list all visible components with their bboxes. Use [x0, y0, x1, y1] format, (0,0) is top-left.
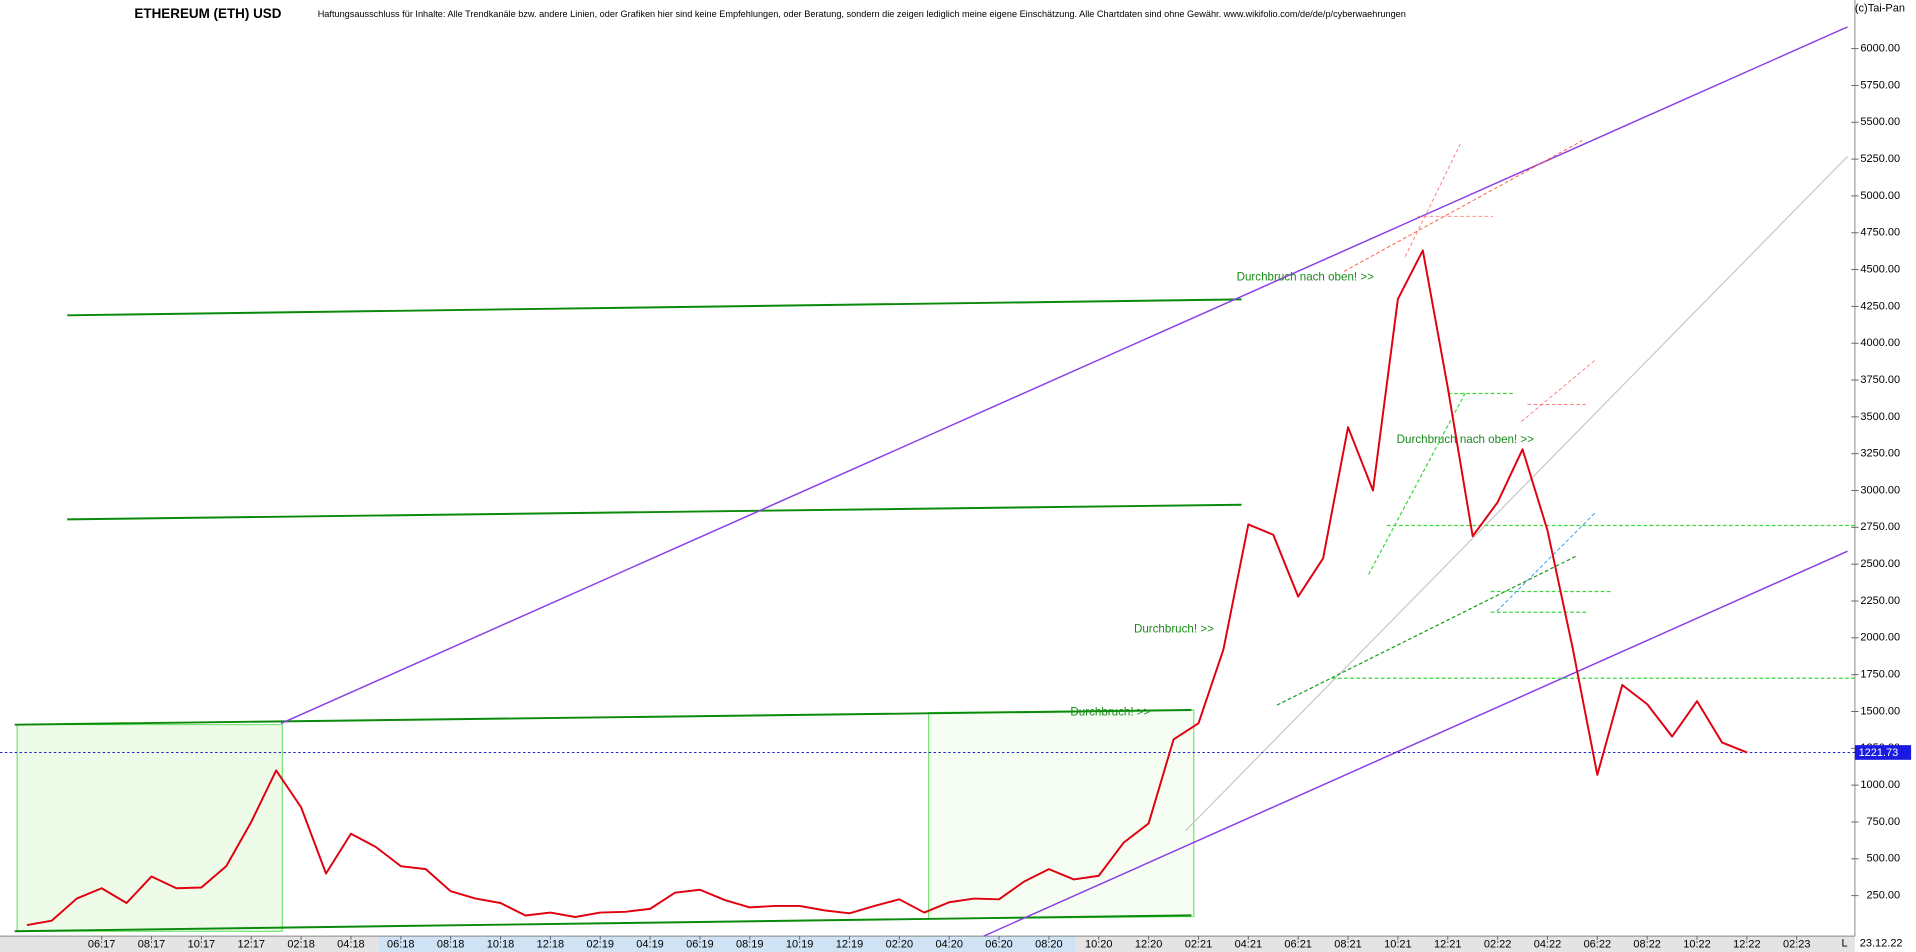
chart-title: ETHEREUM (ETH) USD	[134, 6, 281, 21]
x-tick-label: 08:18	[437, 939, 464, 951]
scale-label: L	[1841, 937, 1847, 949]
y-tick-label: 750.00	[1867, 816, 1901, 828]
x-axis-highlight	[378, 936, 1076, 952]
y-tick-label: 1000.00	[1860, 779, 1900, 791]
x-tick-label: 10:20	[1085, 939, 1112, 951]
x-tick-label: 04:19	[636, 939, 663, 951]
x-tick-label: 02:18	[287, 939, 314, 951]
x-tick-label: 02:21	[1185, 939, 1212, 951]
x-tick-label: 02:20	[886, 939, 913, 951]
y-tick-label: 3750.00	[1860, 374, 1900, 386]
x-tick-label: 04:21	[1235, 939, 1262, 951]
y-tick-label: 1750.00	[1860, 669, 1900, 681]
x-tick-label: 04:22	[1534, 939, 1561, 951]
x-tick-label: 06:21	[1284, 939, 1311, 951]
x-tick-label: 04:18	[337, 939, 364, 951]
date-label: 23.12.22	[1860, 937, 1903, 949]
x-tick-label: 10:22	[1683, 939, 1710, 951]
annotation: Durchbruch nach oben! >>	[1237, 270, 1375, 283]
chart-subtitle: Haftungsausschluss für Inhalte: Alle Tre…	[318, 9, 1406, 19]
trend-line	[1496, 512, 1595, 612]
x-tick-label: 12:18	[537, 939, 564, 951]
y-tick-label: 4500.00	[1860, 263, 1900, 275]
trend-line	[1404, 143, 1461, 257]
x-tick-label: 12:17	[237, 939, 264, 951]
price-line	[26, 249, 1748, 927]
x-tick-label: 06:22	[1584, 939, 1611, 951]
x-tick-label: 12:20	[1135, 939, 1162, 951]
trend-line	[67, 298, 1242, 317]
y-tick-label: 1500.00	[1860, 705, 1900, 717]
x-tick-label: 02:19	[586, 939, 613, 951]
y-tick-label: 5750.00	[1860, 79, 1900, 91]
x-tick-label: 10:17	[188, 939, 215, 951]
trend-line	[1368, 390, 1467, 575]
x-tick-label: 08:21	[1334, 939, 1361, 951]
y-tick-label: 5250.00	[1860, 153, 1900, 165]
x-tick-label: 08:17	[138, 939, 165, 951]
trend-line	[1343, 140, 1583, 272]
range-box	[928, 709, 1195, 920]
trend-line	[14, 914, 1192, 933]
x-tick-label: 06:20	[985, 939, 1012, 951]
y-tick-label: 2750.00	[1860, 521, 1900, 533]
y-tick-label: 2000.00	[1860, 632, 1900, 644]
trend-line	[14, 709, 1192, 726]
trend-line	[1184, 155, 1849, 832]
x-tick-label: 12:19	[836, 939, 863, 951]
y-tick-label: 3000.00	[1860, 484, 1900, 496]
y-tick-label: 4750.00	[1860, 227, 1900, 239]
x-tick-label: 08:19	[736, 939, 763, 951]
y-tick-label: 4000.00	[1860, 337, 1900, 349]
x-tick-label: 02:23	[1783, 939, 1810, 951]
y-tick-label: 5500.00	[1860, 116, 1900, 128]
trend-lines	[14, 26, 1858, 937]
range-box	[16, 724, 283, 932]
y-tick-label: 500.00	[1867, 853, 1901, 865]
x-tick-label: 06:18	[387, 939, 414, 951]
annotation: Durchbruch nach oben! >>	[1397, 433, 1535, 446]
x-tick-label: 04:20	[935, 939, 962, 951]
trend-line	[280, 26, 1848, 725]
annotation: Durchbruch! >>	[1070, 706, 1150, 719]
last-value-box	[1854, 745, 1912, 760]
y-tick-label: 6000.00	[1860, 43, 1900, 55]
x-tick-label: 08:22	[1633, 939, 1660, 951]
annotation: Durchbruch! >>	[1134, 622, 1214, 635]
y-tick-label: 4250.00	[1860, 300, 1900, 312]
source-label: (c)Tai-Pan	[1855, 2, 1905, 14]
y-tick-label: 2250.00	[1860, 595, 1900, 607]
y-tick-label: 3500.00	[1860, 411, 1900, 423]
trend-line	[67, 503, 1242, 521]
y-tick-label: 2500.00	[1860, 558, 1900, 570]
trend-line	[983, 550, 1848, 937]
x-tick-label: 12:22	[1733, 939, 1760, 951]
y-tick-label: 250.00	[1867, 890, 1901, 902]
x-tick-label: 06:17	[88, 939, 115, 951]
y-tick-label: 3250.00	[1860, 448, 1900, 460]
x-tick-label: 10:19	[786, 939, 813, 951]
x-tick-label: 12:21	[1434, 939, 1461, 951]
trend-line	[1521, 360, 1595, 422]
x-tick-label: 10:21	[1384, 939, 1411, 951]
x-tick-label: 10:18	[487, 939, 514, 951]
y-tick-label: 5000.00	[1860, 190, 1900, 202]
last-value-label: 1221.73	[1859, 747, 1899, 759]
x-tick-label: 06:19	[686, 939, 713, 951]
x-tick-label: 08:20	[1035, 939, 1062, 951]
trend-line	[1276, 555, 1577, 706]
x-tick-label: 02:22	[1484, 939, 1511, 951]
